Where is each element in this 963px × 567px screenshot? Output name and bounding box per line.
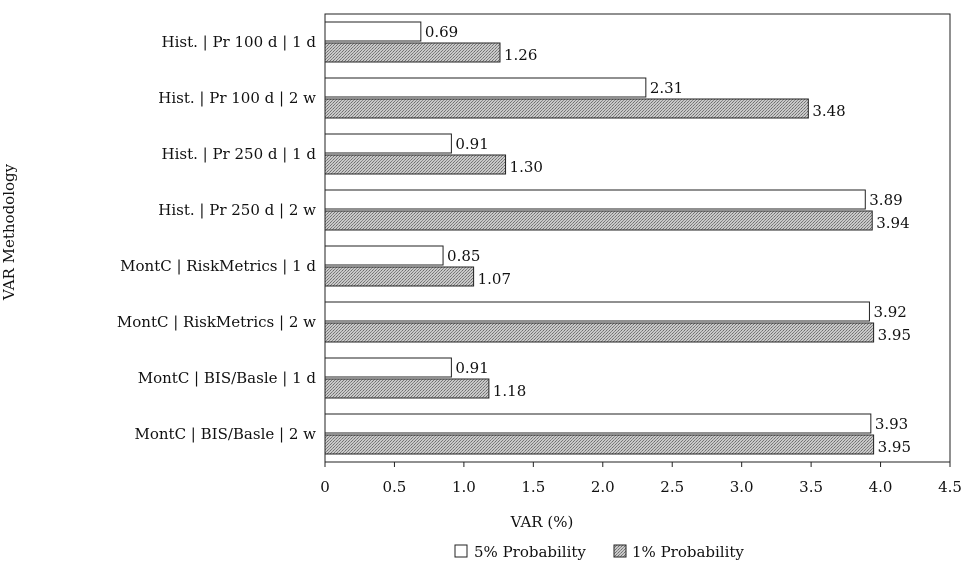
x-tick-label: 1.0 [452, 478, 476, 496]
legend-swatch-5pct [454, 544, 468, 558]
legend-label-1pct: 1% Probability [632, 543, 744, 561]
category-label: Hist. | Pr 250 d | 1 d [162, 145, 317, 163]
category-label: MontC | BIS/Basle | 1 d [138, 369, 317, 387]
value-label-1pct: 1.26 [504, 46, 537, 64]
x-tick-label: 0.5 [383, 478, 407, 496]
bar-1pct [324, 42, 501, 63]
value-label-5pct: 3.92 [873, 303, 906, 321]
value-label-5pct: 0.69 [425, 23, 458, 41]
x-tick-label: 4.5 [938, 478, 962, 496]
category-label: Hist. | Pr 100 d | 1 d [162, 33, 317, 51]
x-tick-label: 3.0 [730, 478, 754, 496]
bar-5pct [324, 21, 422, 42]
bar-5pct [324, 189, 866, 210]
x-tick-label: 0 [320, 478, 330, 496]
value-label-5pct: 0.85 [447, 247, 480, 265]
value-label-5pct: 0.91 [455, 359, 488, 377]
bar-5pct [324, 357, 452, 378]
value-label-1pct: 3.48 [812, 102, 845, 120]
bar-1pct [324, 322, 875, 343]
value-label-5pct: 0.91 [455, 135, 488, 153]
bar-5pct [324, 77, 647, 98]
bar-1pct [324, 378, 490, 399]
legend-label-5pct: 5% Probability [474, 543, 586, 561]
value-label-1pct: 3.94 [876, 214, 909, 232]
y-axis-title: VAR Methodology [0, 163, 18, 301]
category-label: MontC | BIS/Basle | 2 w [134, 425, 316, 443]
bar-5pct [324, 245, 444, 266]
bar-1pct [324, 434, 875, 455]
bar-5pct [324, 301, 870, 322]
value-label-5pct: 2.31 [650, 79, 683, 97]
category-label: Hist. | Pr 250 d | 2 w [158, 201, 316, 219]
x-tick-label: 1.5 [521, 478, 545, 496]
bar-5pct [324, 133, 452, 154]
legend-swatch-1pct [613, 544, 627, 558]
x-axis-title: VAR (%) [510, 513, 574, 531]
category-label: MontC | RiskMetrics | 1 d [120, 257, 316, 275]
x-tick-label: 4.0 [869, 478, 893, 496]
x-tick-label: 2.5 [660, 478, 684, 496]
bar-5pct [324, 413, 872, 434]
legend: 5% Probability 1% Probability [454, 543, 744, 561]
value-label-1pct: 1.18 [493, 382, 526, 400]
value-label-5pct: 3.93 [875, 415, 908, 433]
plot-frame [324, 13, 951, 463]
x-tick-label: 3.5 [799, 478, 823, 496]
value-label-1pct: 3.95 [878, 438, 911, 456]
value-label-1pct: 3.95 [878, 326, 911, 344]
bar-1pct [324, 266, 475, 287]
value-label-1pct: 1.30 [510, 158, 543, 176]
bar-1pct [324, 154, 507, 175]
bar-1pct [324, 210, 873, 231]
value-label-5pct: 3.89 [869, 191, 902, 209]
bar-1pct [324, 98, 809, 119]
category-label: Hist. | Pr 100 d | 2 w [158, 89, 316, 107]
x-tick-label: 2.0 [591, 478, 615, 496]
category-label: MontC | RiskMetrics | 2 w [117, 313, 316, 331]
value-label-1pct: 1.07 [478, 270, 511, 288]
